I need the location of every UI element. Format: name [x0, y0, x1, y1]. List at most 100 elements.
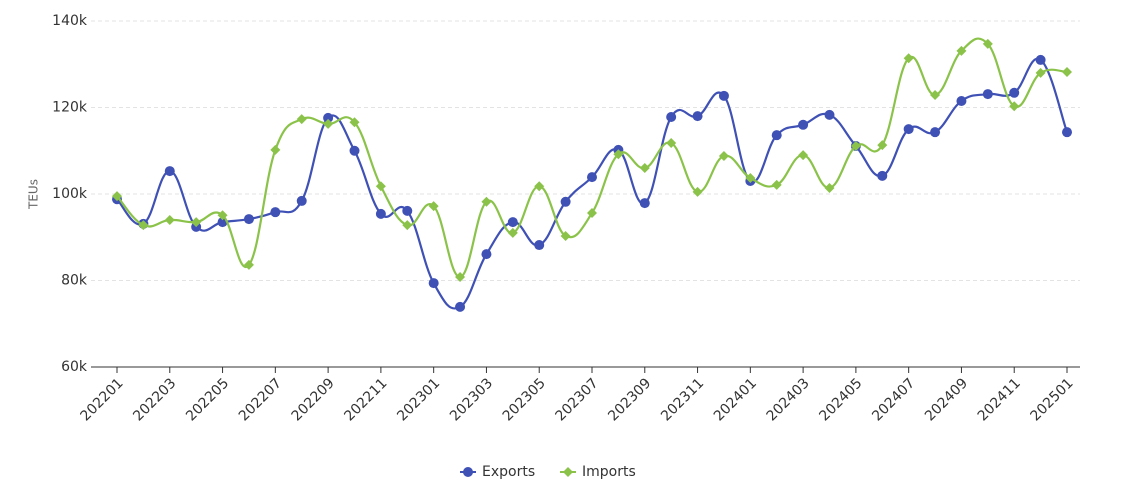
data-point [1062, 67, 1072, 78]
x-tick-label: 202309 [605, 375, 654, 424]
data-point [903, 53, 914, 64]
data-point [112, 191, 122, 202]
data-point [138, 220, 149, 231]
data-point [1035, 54, 1046, 65]
series-line [116, 37, 1068, 279]
data-point [692, 111, 703, 122]
data-point [323, 118, 334, 129]
data-point [243, 214, 254, 225]
data-point [903, 124, 914, 135]
data-point [455, 272, 466, 283]
data-point [692, 186, 703, 197]
legend-marker [463, 467, 473, 477]
x-tick-label: 202203 [130, 375, 179, 424]
data-point [217, 210, 228, 221]
data-point [375, 181, 386, 192]
data-point [243, 259, 254, 270]
data-point [270, 207, 281, 218]
x-tick-label: 202301 [394, 375, 443, 424]
data-point [666, 137, 677, 148]
data-point [481, 249, 492, 260]
data-point [402, 205, 413, 216]
data-point [560, 230, 571, 241]
data-point [613, 149, 624, 160]
data-point [507, 217, 518, 228]
data-point [639, 163, 650, 174]
data-point [560, 196, 571, 207]
data-point [771, 179, 782, 190]
data-point [718, 90, 729, 101]
data-point [455, 301, 466, 312]
data-point [956, 96, 967, 107]
x-tick-label: 202411 [975, 375, 1024, 424]
data-point [402, 220, 413, 231]
data-point [877, 170, 888, 181]
x-tick-label: 202501 [1028, 375, 1077, 424]
data-point [164, 166, 175, 177]
data-point [534, 181, 545, 192]
y-tick-label: 80k [61, 273, 88, 289]
data-point [639, 198, 650, 209]
data-point [587, 172, 597, 183]
data-point [930, 89, 941, 100]
legend-label: Imports [582, 464, 636, 480]
data-point [587, 208, 597, 219]
data-point [1035, 67, 1046, 78]
data-point [1009, 101, 1020, 112]
data-point [982, 38, 993, 49]
data-point [507, 227, 518, 238]
x-tick-label: 202201 [78, 375, 127, 424]
x-tick-label: 202409 [922, 375, 971, 424]
data-point [375, 208, 386, 219]
data-point [850, 140, 861, 151]
data-point [164, 214, 175, 225]
data-point [877, 140, 888, 151]
data-point [745, 172, 756, 183]
y-tick-label: 140k [52, 13, 88, 29]
data-point [296, 114, 307, 125]
legend-item[interactable]: Imports [560, 464, 636, 480]
data-point [428, 201, 439, 212]
data-point [956, 45, 967, 56]
legend-label: Exports [482, 464, 535, 480]
legend-item[interactable]: Exports [460, 464, 535, 480]
data-point [666, 112, 677, 123]
x-tick-label: 202305 [500, 375, 549, 424]
data-point [270, 144, 281, 155]
data-point [824, 109, 835, 120]
x-tick-label: 202209 [289, 375, 338, 424]
legend-marker [563, 467, 573, 477]
data-point [481, 196, 492, 207]
x-tick-label: 202307 [553, 375, 602, 424]
y-axis-label: TEUs [27, 179, 41, 210]
x-tick-label: 202207 [236, 375, 285, 424]
x-tick-label: 202405 [816, 375, 865, 424]
x-tick-label: 202205 [183, 375, 232, 424]
x-tick-label: 202211 [341, 375, 390, 424]
series-line [116, 57, 1069, 310]
x-tick-label: 202403 [764, 375, 813, 424]
data-point [771, 130, 782, 141]
data-point [718, 150, 729, 161]
data-point [798, 150, 809, 161]
data-point [534, 240, 545, 251]
data-point [982, 89, 993, 100]
x-tick-label: 202407 [869, 375, 918, 424]
y-tick-label: 120k [52, 100, 88, 116]
data-point [296, 195, 307, 206]
y-tick-label: 100k [52, 186, 88, 202]
x-tick-label: 202303 [447, 375, 496, 424]
y-tick-label: 60k [61, 359, 88, 375]
data-point [824, 182, 835, 193]
data-point [1009, 87, 1020, 98]
data-point [349, 145, 360, 156]
data-point [323, 112, 334, 123]
x-tick-label: 202311 [658, 375, 707, 424]
data-point [349, 117, 360, 128]
data-point [1062, 127, 1072, 138]
data-point [191, 217, 202, 228]
data-point [428, 278, 439, 289]
x-tick-label: 202401 [711, 375, 760, 424]
data-point [798, 119, 809, 130]
